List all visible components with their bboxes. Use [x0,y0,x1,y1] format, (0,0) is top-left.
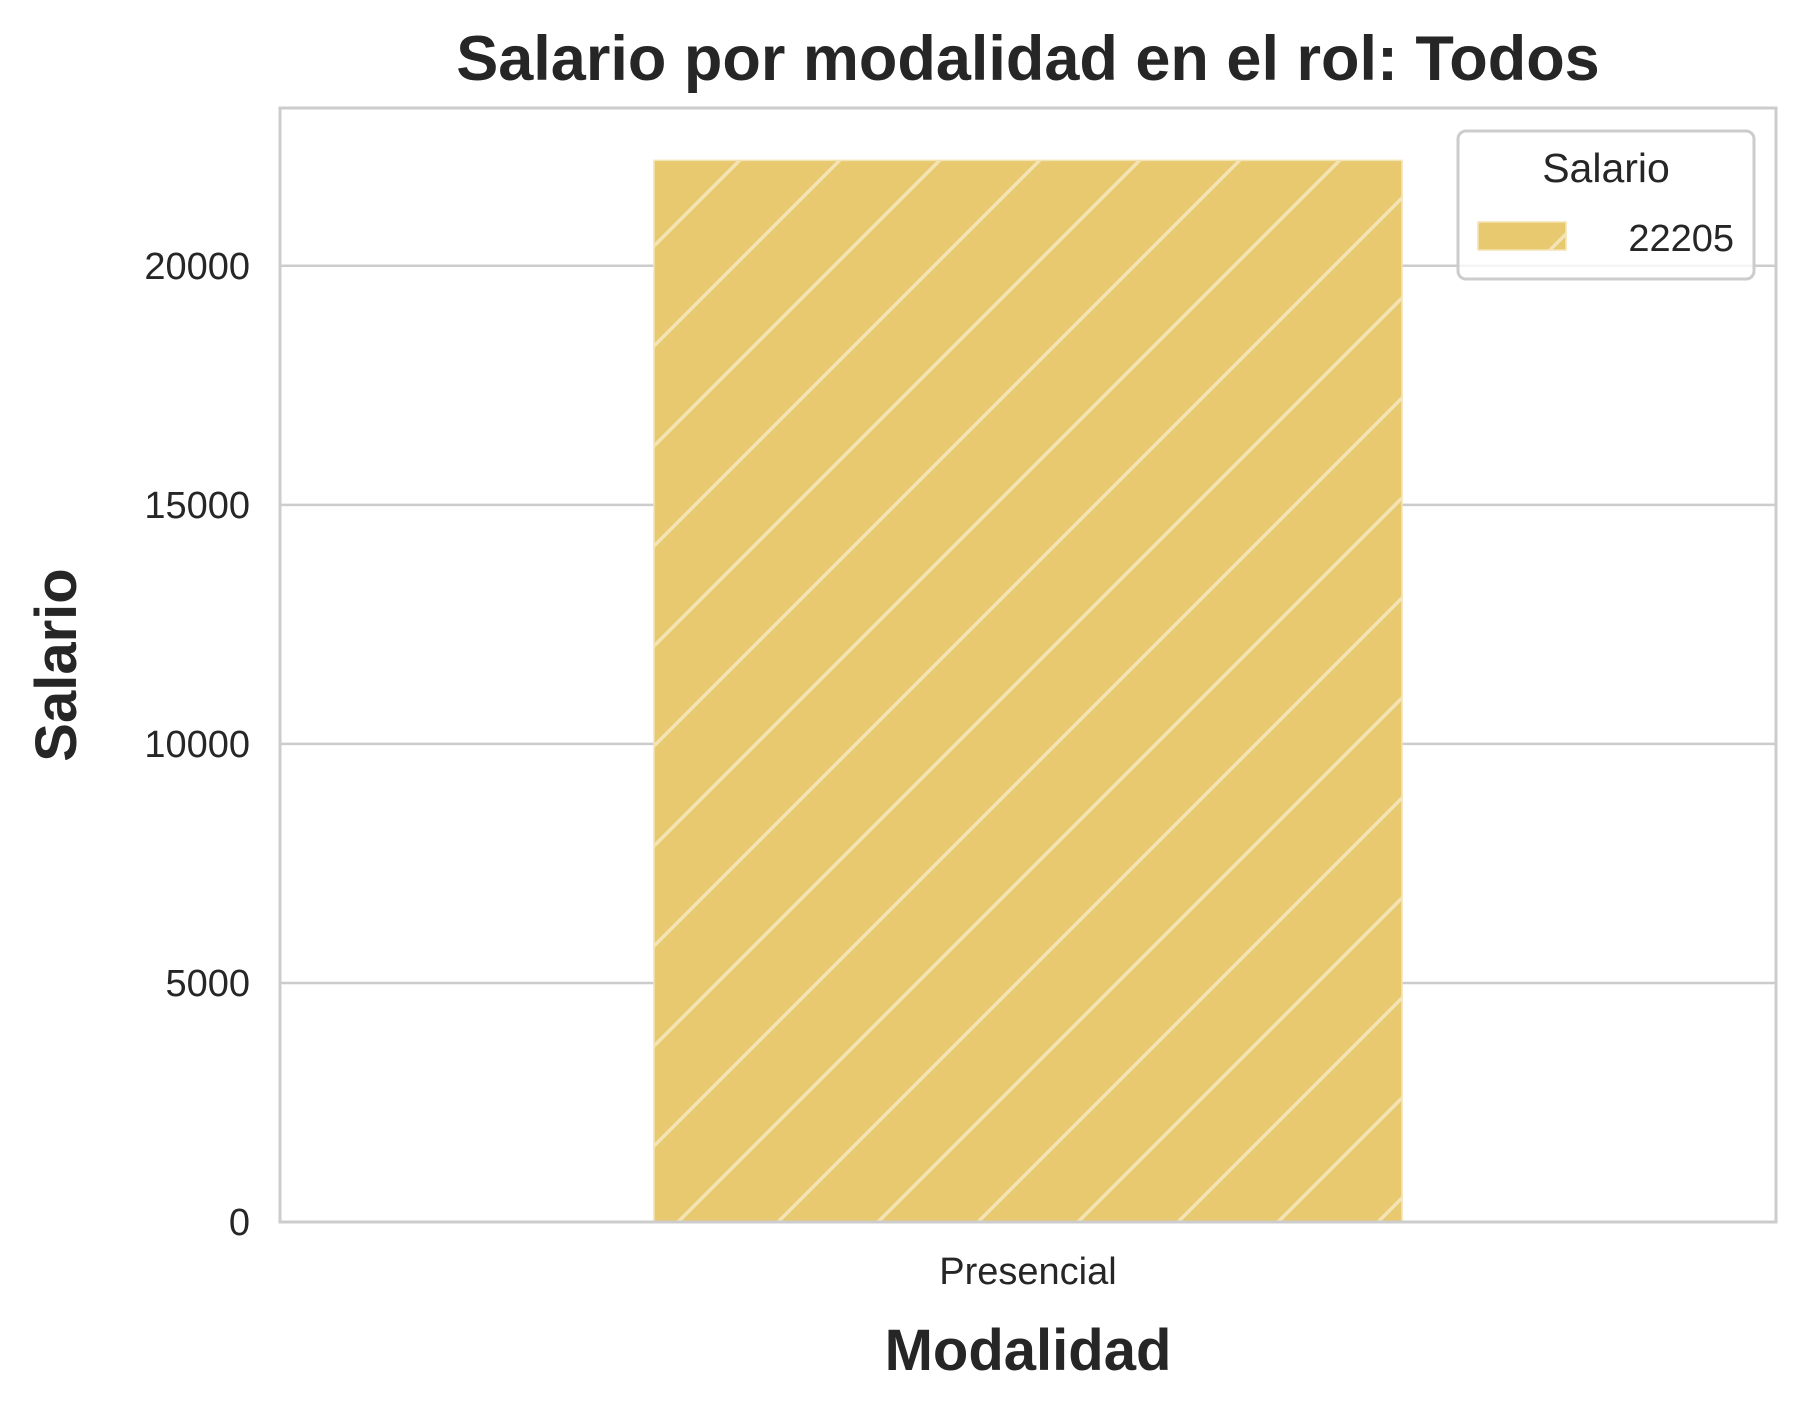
legend-entry-label: 22205 [1628,218,1734,260]
y-tick-label: 15000 [144,485,250,527]
plot-frame [278,106,1778,1224]
y-tick-label: 20000 [144,246,250,288]
x-axis-title: Modalidad [885,1318,1172,1383]
legend-title: Salario [1542,145,1670,191]
y-tick-label: 10000 [144,724,250,766]
y-tick-labels: 0 5000 10000 15000 20000 [144,246,250,1244]
chart-title: Salario por modalidad en el rol: Todos [456,24,1599,94]
x-tick-label: Presencial [939,1251,1116,1293]
bars [653,159,1403,1222]
legend-swatch [1477,221,1567,251]
x-tick-labels: Presencial [939,1251,1116,1293]
y-tick-label: 5000 [165,963,250,1005]
y-tick-label: 0 [229,1202,250,1244]
bar-presencial [653,159,1403,1222]
legend: Salario 22205 [1456,129,1756,281]
y-axis-title: Salario [24,568,89,761]
